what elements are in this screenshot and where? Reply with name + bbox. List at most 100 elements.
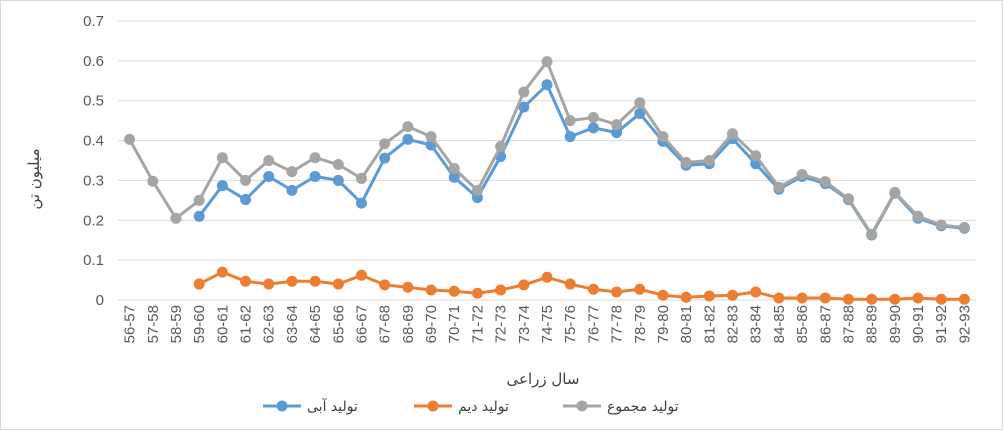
x-tick-label: 84-85 [771,305,788,343]
series-2 [193,266,970,305]
data-point [912,292,924,304]
x-tick-label: 58-59 [168,305,185,343]
data-point [796,168,808,180]
data-point [587,111,599,123]
x-axis-ticks: 56-57 57-58 58-59 59-60 60-61 61-62 62-63 63-64… [122,305,974,343]
data-point [355,172,367,184]
data-point [379,138,391,150]
data-point [657,131,669,143]
series-3 [124,56,970,240]
data-point [634,97,646,109]
x-tick-label: 76-77 [585,305,602,343]
data-point [216,266,228,278]
data-point [193,278,205,290]
data-point [518,86,530,98]
data-point [866,293,878,305]
x-tick-label: 92-93 [956,305,973,343]
data-point [611,127,623,139]
x-tick-label: 57-58 [145,305,162,343]
x-tick-label: 70-71 [446,305,463,343]
data-point [773,292,785,304]
data-point [587,122,599,134]
data-point [518,279,530,291]
legend-item: تولید آبی [263,398,358,415]
data-point [587,283,599,295]
y-axis-ticks: 0 0.1 0.2 0.3 0.4 0.5 0.6 0.7 [83,13,104,309]
legend-item: تولید دیم [414,399,509,415]
x-tick-label: 80-81 [678,305,695,343]
data-point [564,115,576,127]
data-point [657,289,669,301]
data-point [240,194,252,206]
x-tick-label: 68-69 [400,305,417,343]
legend-item: تولید مجموع [563,399,679,415]
data-point [889,186,901,198]
data-point [819,292,831,304]
series-layer [124,56,970,305]
x-tick-label: 86-87 [817,305,834,343]
y-tick-label: 0.3 [83,172,104,189]
x-tick-label: 63-64 [284,305,301,343]
x-tick-label: 62-63 [261,305,278,343]
y-tick-label: 0.4 [83,133,104,150]
data-point [796,292,808,304]
data-point [402,281,414,293]
legend-marker [427,400,439,412]
legend-label: تولید مجموع [607,399,679,415]
data-point [309,275,321,287]
x-tick-label: 60-61 [214,305,231,343]
data-point [425,284,437,296]
data-point [471,184,483,196]
legend-label: تولید آبی [307,398,358,415]
x-tick-label: 56-57 [122,305,139,343]
x-tick-label: 81-82 [701,305,718,343]
legend-label: تولید دیم [458,399,509,415]
data-point [935,219,947,231]
legend-marker [276,400,288,412]
x-tick-label: 79-80 [655,305,672,343]
data-point [263,278,275,290]
y-axis-title: میلیون تن [25,148,43,209]
data-point [240,174,252,186]
data-point [634,283,646,295]
data-point [842,193,854,205]
data-point [750,286,762,298]
data-point [564,278,576,290]
data-point [750,150,762,162]
data-point [355,269,367,281]
data-point [634,107,646,119]
data-point [240,275,252,287]
legend: تولید آبی تولید دیم تولید مجموع [263,398,679,415]
x-tick-label: 72-73 [493,305,510,343]
data-point [495,141,507,153]
data-point [402,133,414,145]
x-tick-label: 69-70 [423,305,440,343]
gridlines [118,20,976,301]
data-point [680,156,692,168]
x-tick-label: 88-89 [864,305,881,343]
data-point [286,184,298,196]
x-tick-label: 64-65 [307,305,324,343]
data-point [147,175,159,187]
legend-marker [576,400,588,412]
data-point [332,158,344,170]
data-point [727,289,739,301]
data-point [286,275,298,287]
y-tick-label: 0.5 [83,93,104,110]
data-point [379,279,391,291]
data-point [309,152,321,164]
data-point [471,287,483,299]
x-tick-label: 90-91 [910,305,927,343]
x-tick-label: 75-76 [562,305,579,343]
data-point [379,152,391,164]
data-point [193,210,205,222]
data-point [958,221,970,233]
data-point [703,155,715,166]
data-point [819,176,831,188]
data-point [332,174,344,186]
x-tick-label: 85-86 [794,305,811,343]
data-point [889,293,901,305]
data-point [448,162,460,174]
